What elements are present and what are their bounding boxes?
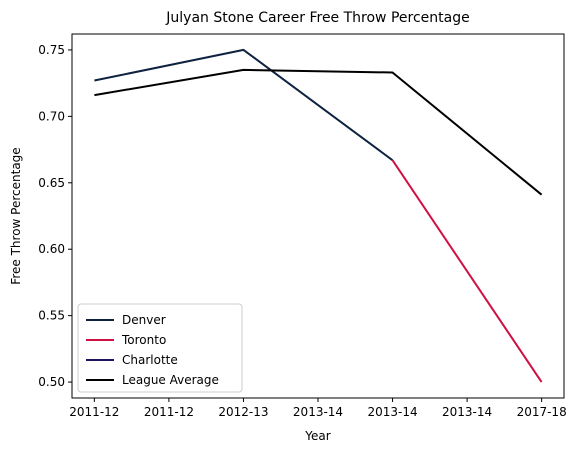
y-axis-label: Free Throw Percentage: [9, 147, 23, 284]
x-axis-label: Year: [304, 429, 330, 443]
y-tick-label: 0.55: [38, 309, 65, 323]
legend-label: Denver: [122, 313, 166, 327]
x-axis-ticks: 2011-12 2011-12 2012-13 2013-14 2013-14 2013-…: [69, 398, 567, 419]
x-tick-label: 2012-13: [218, 405, 268, 419]
legend: Denver Toronto Charlotte League Average: [77, 303, 243, 393]
x-tick-label: 2013-14: [442, 405, 492, 419]
legend-label: Charlotte: [122, 353, 178, 367]
series-line-league-average: [94, 68, 543, 196]
legend-box: [77, 303, 243, 393]
series-line-toronto: [391, 159, 543, 383]
legend-label: Toronto: [121, 333, 166, 347]
plot-lines: [94, 48, 543, 383]
y-tick-label: 0.65: [38, 176, 65, 190]
y-tick-label: 0.50: [38, 375, 65, 389]
x-tick-label: 2011-12: [144, 405, 194, 419]
plot-frame: [71, 33, 565, 399]
y-tick-label: 0.75: [38, 43, 65, 57]
legend-label: League Average: [122, 373, 219, 387]
x-tick-label: 2013-14: [293, 405, 343, 419]
x-tick-label: 2011-12: [69, 405, 119, 419]
x-tick-label: 2017-18: [517, 405, 567, 419]
x-tick-label: 2013-14: [367, 405, 417, 419]
y-tick-label: 0.60: [38, 242, 65, 256]
y-tick-label: 0.70: [38, 109, 65, 123]
y-axis-ticks: 0.50 0.55 0.60 0.65 0.70 0.75: [38, 43, 72, 389]
chart-title: Julyan Stone Career Free Throw Percentag…: [165, 10, 469, 26]
series-line-denver: [94, 48, 394, 162]
